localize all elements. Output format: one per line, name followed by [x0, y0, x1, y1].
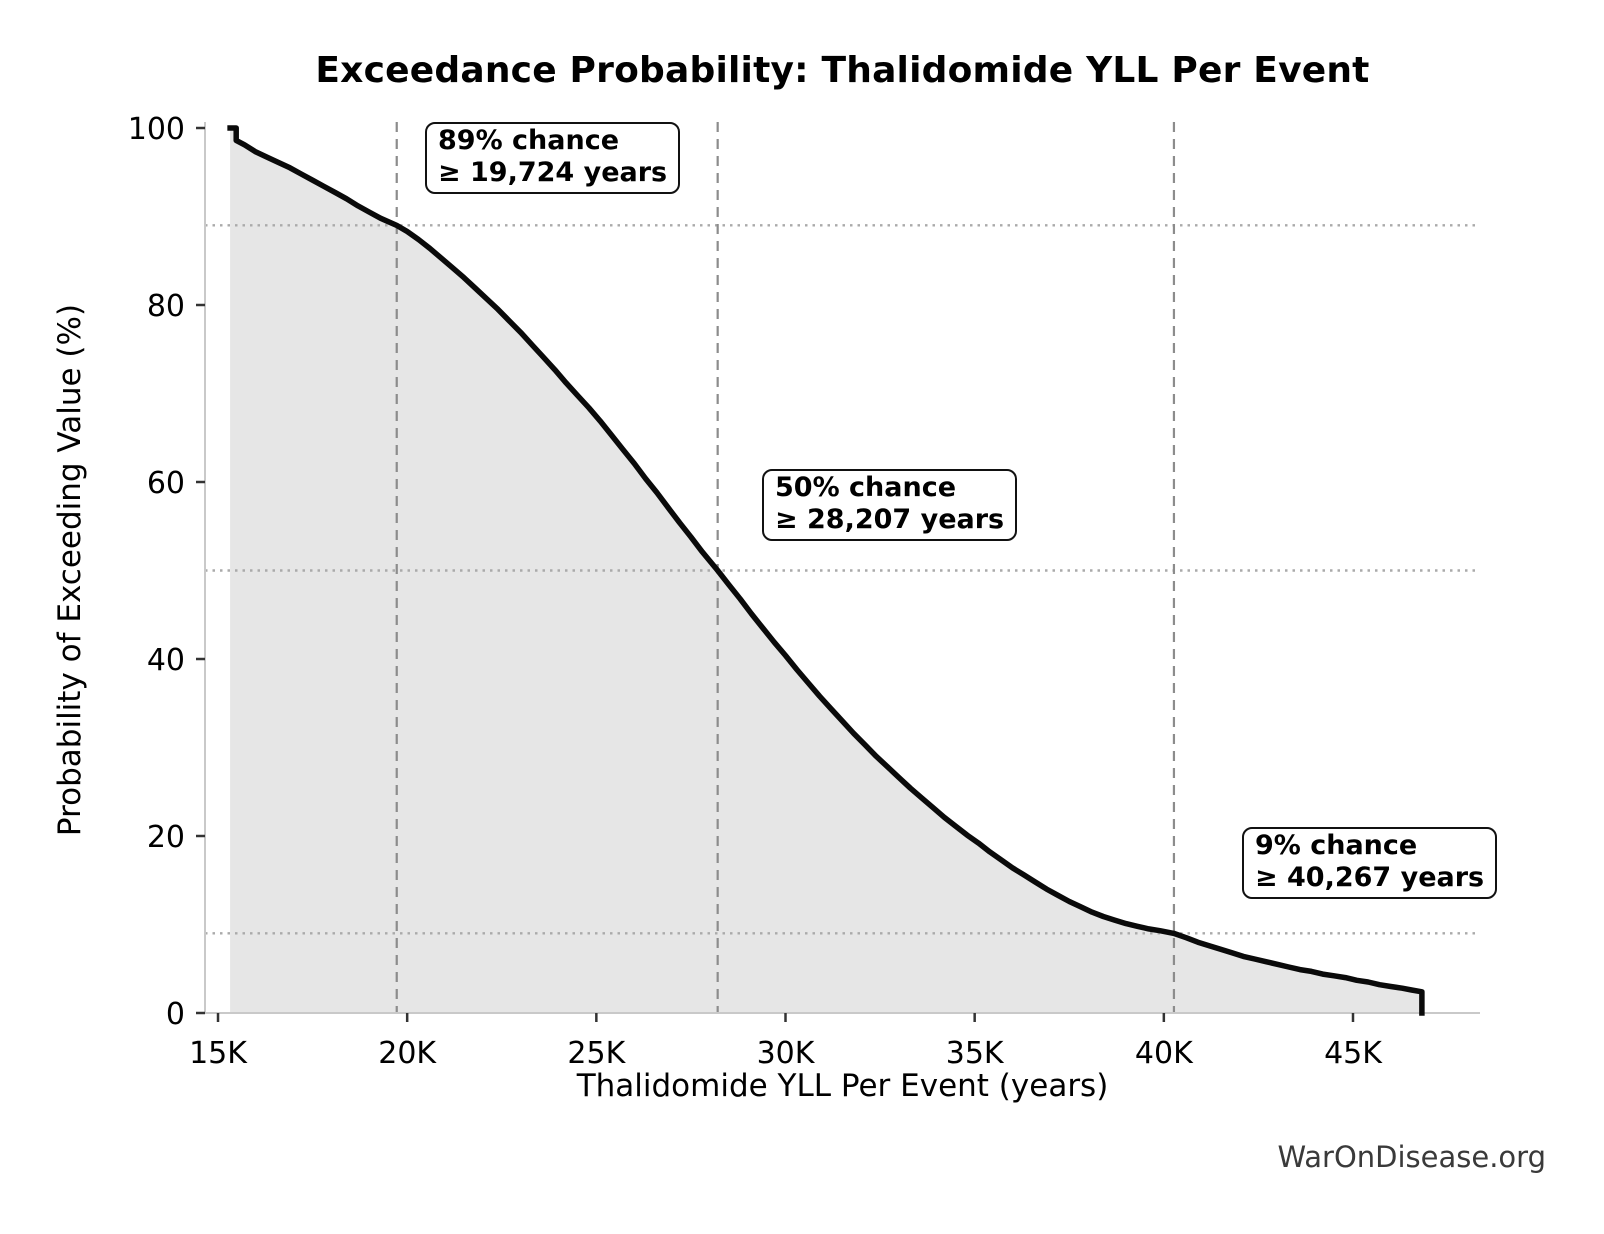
annotation-50-percent: 50% chance ≥ 28,207 years — [762, 469, 1018, 541]
annotation-9-percent: 9% chance ≥ 40,267 years — [1242, 827, 1498, 899]
x-tick-label: 45K — [1324, 1036, 1383, 1071]
annotation-line: ≥ 40,267 years — [1255, 862, 1485, 893]
y-axis-label: Probability of Exceeding Value (%) — [52, 303, 88, 837]
x-axis-label: Thalidomide YLL Per Event (years) — [576, 1068, 1109, 1104]
y-tick-label: 100 — [128, 112, 185, 147]
annotation-line: 9% chance — [1255, 830, 1418, 861]
y-tick-label: 80 — [147, 289, 185, 324]
annotation-89-percent: 89% chance ≥ 19,724 years — [425, 122, 681, 194]
annotation-line: 89% chance — [438, 125, 620, 156]
y-tick-label: 0 — [166, 997, 185, 1032]
curve-fill-area — [230, 128, 1422, 1013]
annotation-line: 50% chance — [775, 472, 957, 503]
annotation-line: ≥ 28,207 years — [775, 504, 1005, 535]
y-tick-label: 40 — [147, 643, 185, 678]
y-tick-label: 60 — [147, 466, 185, 501]
chart-title: Exceedance Probability: Thalidomide YLL … — [315, 50, 1370, 91]
annotation-line: ≥ 19,724 years — [438, 157, 668, 188]
x-tick-label: 20K — [378, 1036, 437, 1071]
x-tick-label: 30K — [757, 1036, 816, 1071]
watermark: WarOnDisease.org — [1277, 1140, 1546, 1174]
exceedance-curve — [227, 125, 1425, 1016]
x-tick-label: 35K — [946, 1036, 1005, 1071]
x-tick-label: 15K — [189, 1036, 248, 1071]
x-tick-label: 40K — [1135, 1036, 1194, 1071]
y-tick-label: 20 — [147, 820, 185, 855]
x-tick-label: 25K — [567, 1036, 626, 1071]
